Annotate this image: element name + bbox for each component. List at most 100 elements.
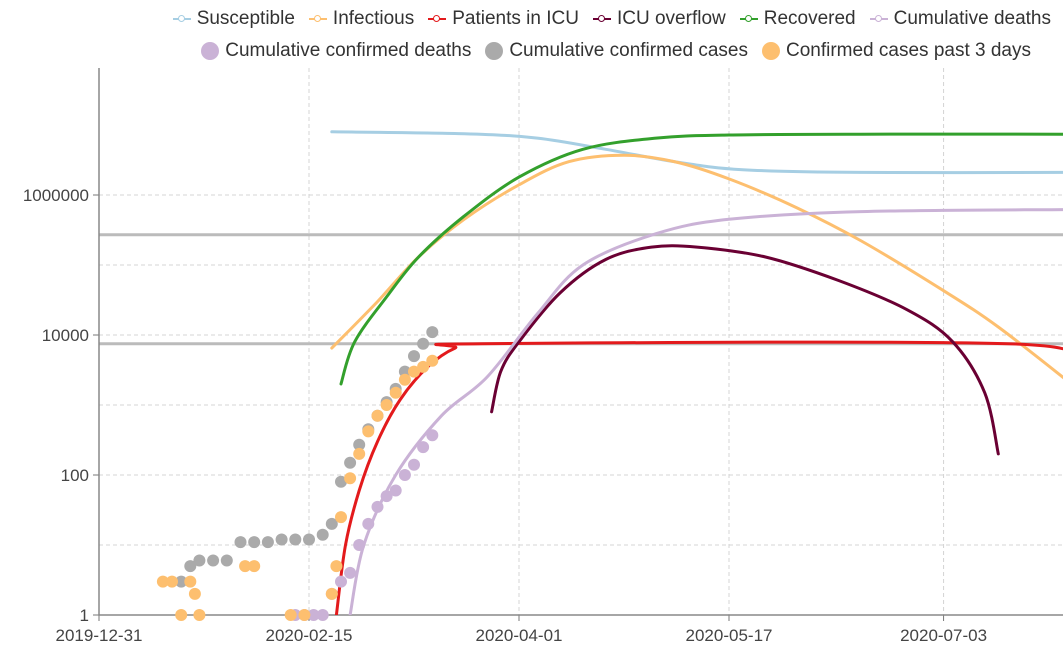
data-point-confirmed-cases-past-3-days xyxy=(166,575,178,588)
legend-label: Cumulative confirmed deaths xyxy=(225,40,472,61)
data-point-confirmed-cases-past-3-days xyxy=(156,575,169,588)
series-dots-cumulative-confirmed-deaths xyxy=(289,429,439,621)
data-point-confirmed-cases-past-3-days xyxy=(408,365,420,378)
data-point-cumulative-confirmed-cases xyxy=(408,350,420,363)
data-point-confirmed-cases-past-3-days xyxy=(417,360,430,373)
series-lines xyxy=(330,130,1063,615)
reference-lines xyxy=(99,233,1063,346)
data-point-confirmed-cases-past-3-days xyxy=(344,472,357,485)
legend-label: Infectious xyxy=(332,8,415,29)
legend-item-recovered[interactable]: Recovered xyxy=(739,8,856,30)
legend-item-cumulative-deaths[interactable]: Cumulative deaths xyxy=(869,8,1051,30)
data-point-cumulative-confirmed-deaths xyxy=(316,609,329,621)
legend-row-dots: Cumulative confirmed deaths Cumulative co… xyxy=(0,40,1063,62)
data-point-cumulative-confirmed-cases xyxy=(316,528,329,541)
data-point-cumulative-confirmed-cases xyxy=(417,337,430,350)
data-point-cumulative-confirmed-deaths xyxy=(380,490,393,503)
data-point-confirmed-cases-past-3-days xyxy=(380,399,393,411)
data-point-cumulative-confirmed-cases xyxy=(426,326,439,339)
data-point-cumulative-confirmed-deaths xyxy=(353,539,366,551)
data-point-cumulative-confirmed-deaths xyxy=(335,575,347,588)
data-point-cumulative-confirmed-cases xyxy=(220,554,233,567)
legend-swatch-susceptible xyxy=(172,13,191,25)
data-point-cumulative-confirmed-cases xyxy=(303,533,315,546)
legend-swatch-cumulative-confirmed-deaths xyxy=(201,42,220,60)
data-point-cumulative-confirmed-cases xyxy=(261,536,274,549)
x-tick-label: 2020-02-15 xyxy=(266,626,353,645)
data-point-cumulative-confirmed-cases xyxy=(344,456,357,469)
legend-swatch-confirmed-cases-past-3-days xyxy=(761,42,780,60)
data-point-confirmed-cases-past-3-days xyxy=(398,373,411,386)
series-line-infectious xyxy=(330,153,1063,380)
data-point-confirmed-cases-past-3-days xyxy=(371,409,384,422)
series-line-patients-in-icu xyxy=(334,340,1063,615)
legend-swatch-icu-overflow xyxy=(592,13,611,25)
data-point-confirmed-cases-past-3-days xyxy=(184,575,197,588)
x-tick-label: 2020-05-17 xyxy=(686,626,773,645)
y-tick-label: 10000 xyxy=(42,326,89,345)
data-point-cumulative-confirmed-cases xyxy=(234,536,247,549)
data-point-cumulative-confirmed-cases xyxy=(193,554,206,567)
data-point-cumulative-confirmed-cases xyxy=(184,560,197,573)
data-point-cumulative-confirmed-deaths xyxy=(426,429,439,442)
data-point-confirmed-cases-past-3-days xyxy=(188,587,201,600)
data-point-confirmed-cases-past-3-days xyxy=(330,560,343,573)
series-dots xyxy=(156,326,439,621)
legend-label: ICU overflow xyxy=(616,8,726,29)
data-point-cumulative-confirmed-cases xyxy=(335,475,347,488)
axes: 2019-12-31 2020-02-15 2020-04-01 2020-05-17… xyxy=(23,68,1063,645)
y-tick-label: 100 xyxy=(61,466,89,485)
series-line-cumulative-deaths xyxy=(348,208,1063,615)
x-tick-label: 2019-12-31 xyxy=(56,626,143,645)
legend-item-infectious[interactable]: Infectious xyxy=(308,8,415,30)
data-point-cumulative-confirmed-cases xyxy=(248,536,261,549)
legend-swatch-cumulative-deaths xyxy=(869,13,888,25)
legend-label: Patients in ICU xyxy=(452,8,579,29)
series-line-icu-overflow xyxy=(490,244,1000,456)
legend-item-confirmed-cases-past-3-days[interactable]: Confirmed cases past 3 days xyxy=(761,40,1031,62)
legend-swatch-cumulative-confirmed-cases xyxy=(485,42,504,60)
data-point-cumulative-confirmed-deaths xyxy=(307,609,320,621)
data-point-confirmed-cases-past-3-days xyxy=(353,447,366,460)
legend-row-lines: Susceptible Infectious Patients in ICU ICU … xyxy=(0,8,1063,30)
data-point-confirmed-cases-past-3-days xyxy=(389,386,402,399)
data-point-cumulative-confirmed-deaths xyxy=(398,469,411,481)
legend-item-icu-overflow[interactable]: ICU overflow xyxy=(592,8,726,30)
data-point-confirmed-cases-past-3-days xyxy=(426,354,439,367)
x-tick-label: 2020-07-03 xyxy=(900,626,987,645)
x-tick-label: 2020-04-01 xyxy=(476,626,563,645)
series-dots-cumulative-confirmed-cases xyxy=(175,326,439,588)
data-point-confirmed-cases-past-3-days xyxy=(284,609,297,621)
data-point-confirmed-cases-past-3-days xyxy=(248,560,261,573)
data-point-confirmed-cases-past-3-days xyxy=(175,609,188,621)
legend-swatch-patients-in-icu xyxy=(428,13,447,25)
data-point-cumulative-confirmed-cases xyxy=(289,533,302,546)
data-point-cumulative-confirmed-cases xyxy=(175,575,188,588)
legend-swatch-recovered xyxy=(739,13,758,25)
data-point-confirmed-cases-past-3-days xyxy=(193,609,206,621)
data-point-confirmed-cases-past-3-days xyxy=(362,425,375,438)
legend-label: Susceptible xyxy=(196,8,295,29)
legend-label: Recovered xyxy=(763,8,856,29)
series-dots-confirmed-cases-past-3-days xyxy=(156,354,439,621)
series-line-recovered xyxy=(339,132,1063,386)
data-point-cumulative-confirmed-deaths xyxy=(344,566,357,579)
legend-item-patients-in-icu[interactable]: Patients in ICU xyxy=(428,8,579,30)
y-tick-label: 1 xyxy=(80,606,89,625)
data-point-confirmed-cases-past-3-days xyxy=(298,609,311,621)
legend-item-cumulative-confirmed-cases[interactable]: Cumulative confirmed cases xyxy=(485,40,748,62)
legend-label: Cumulative deaths xyxy=(893,8,1051,29)
legend-label: Cumulative confirmed cases xyxy=(509,40,748,61)
data-point-cumulative-confirmed-cases xyxy=(353,438,366,451)
data-point-cumulative-confirmed-cases xyxy=(207,554,220,567)
data-point-cumulative-confirmed-deaths xyxy=(371,500,384,513)
data-point-cumulative-confirmed-cases xyxy=(325,517,338,530)
legend-item-cumulative-confirmed-deaths[interactable]: Cumulative confirmed deaths xyxy=(201,40,471,62)
data-point-confirmed-cases-past-3-days xyxy=(325,587,338,600)
data-point-cumulative-confirmed-deaths xyxy=(408,458,420,471)
legend-label: Confirmed cases past 3 days xyxy=(785,40,1031,61)
legend-swatch-infectious xyxy=(308,13,327,25)
legend-item-susceptible[interactable]: Susceptible xyxy=(172,8,295,30)
data-point-cumulative-confirmed-deaths xyxy=(362,517,375,530)
